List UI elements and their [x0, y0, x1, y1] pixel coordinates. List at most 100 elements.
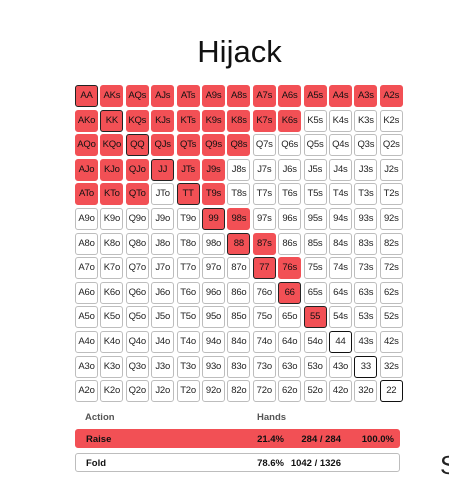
hand-cell[interactable]: 85s — [303, 232, 327, 255]
hand-cell[interactable]: KK — [100, 109, 124, 132]
hand-cell[interactable]: Q5o — [125, 306, 149, 329]
hand-cell[interactable]: Q8s — [227, 134, 251, 157]
hand-cell[interactable]: AJo — [75, 158, 98, 181]
hand-cell[interactable]: J9s — [202, 158, 225, 181]
hand-cell[interactable]: Q7o — [125, 257, 149, 280]
hand-cell[interactable]: 98s — [227, 208, 251, 230]
hand-cell[interactable]: JTs — [176, 158, 200, 181]
hand-cell[interactable]: 65o — [278, 306, 302, 329]
hand-cell[interactable]: QJs — [151, 134, 175, 157]
hand-cell[interactable]: 76s — [278, 257, 302, 280]
hand-cell[interactable]: 83o — [227, 355, 251, 378]
hand-cell[interactable]: JTo — [151, 183, 175, 206]
hand-cell[interactable]: T8o — [176, 232, 200, 255]
hand-cell[interactable]: 22 — [379, 380, 403, 403]
hand-cell[interactable]: J6o — [151, 281, 175, 304]
hand-cell[interactable]: T9s — [202, 183, 225, 206]
hand-cell[interactable]: KQo — [100, 134, 124, 157]
hand-cell[interactable]: J2s — [379, 158, 403, 181]
hand-cell[interactable]: 44 — [329, 331, 352, 353]
hand-cell[interactable]: T9o — [176, 208, 200, 230]
hand-cell[interactable]: Q3s — [354, 134, 378, 157]
hand-cell[interactable]: 32s — [379, 355, 403, 378]
hand-cell[interactable]: A4s — [329, 85, 352, 107]
hand-cell[interactable]: QQ — [125, 134, 149, 157]
hand-cell[interactable]: 86s — [278, 232, 302, 255]
hand-cell[interactable]: K6s — [278, 109, 302, 132]
hand-cell[interactable]: 98o — [202, 232, 225, 255]
hand-cell[interactable]: AQo — [75, 134, 98, 157]
hand-cell[interactable]: 74o — [252, 331, 276, 353]
hand-cell[interactable]: 64s — [329, 281, 352, 304]
hand-cell[interactable]: KJs — [151, 109, 175, 132]
hand-cell[interactable]: 64o — [278, 331, 302, 353]
hand-cell[interactable]: 62s — [379, 281, 403, 304]
hand-cell[interactable]: T7o — [176, 257, 200, 280]
hand-cell[interactable]: K5o — [100, 306, 124, 329]
hand-cell[interactable]: 95o — [202, 306, 225, 329]
hand-cell[interactable]: A3o — [75, 355, 98, 378]
hand-cell[interactable]: Q9o — [125, 208, 149, 230]
hand-cell[interactable]: AKs — [100, 85, 124, 107]
hand-cell[interactable]: 52o — [303, 380, 327, 403]
hand-cell[interactable]: J9o — [151, 208, 175, 230]
hand-cell[interactable]: 72o — [252, 380, 276, 403]
hand-cell[interactable]: 54s — [329, 306, 352, 329]
hand-cell[interactable]: ATo — [75, 183, 98, 206]
hand-cell[interactable]: T3s — [354, 183, 378, 206]
hand-cell[interactable]: 83s — [354, 232, 378, 255]
hand-cell[interactable]: 85o — [227, 306, 251, 329]
hand-cell[interactable]: J5o — [151, 306, 175, 329]
hand-cell[interactable]: AKo — [75, 109, 98, 132]
hand-cell[interactable]: ATs — [176, 85, 200, 107]
hand-cell[interactable]: T8s — [227, 183, 251, 206]
hand-cell[interactable]: QTs — [176, 134, 200, 157]
hand-cell[interactable]: K4s — [329, 109, 352, 132]
hand-cell[interactable]: 55 — [303, 306, 327, 329]
hand-cell[interactable]: A3s — [354, 85, 378, 107]
hand-cell[interactable]: 93o — [202, 355, 225, 378]
hand-cell[interactable]: A7s — [252, 85, 276, 107]
hand-cell[interactable]: 82s — [379, 232, 403, 255]
hand-cell[interactable]: 62o — [278, 380, 302, 403]
hand-cell[interactable]: KTs — [176, 109, 200, 132]
hand-cell[interactable]: A5s — [303, 85, 327, 107]
hand-cell[interactable]: 97s — [252, 208, 276, 230]
hand-cell[interactable]: K7s — [252, 109, 276, 132]
hand-cell[interactable]: Q7s — [252, 134, 276, 157]
hand-cell[interactable]: 92s — [379, 208, 403, 230]
hand-cell[interactable]: Q2s — [379, 134, 403, 157]
hand-cell[interactable]: J7s — [252, 158, 276, 181]
hand-cell[interactable]: T4s — [329, 183, 352, 206]
hand-cell[interactable]: K3s — [354, 109, 378, 132]
hand-cell[interactable]: 63o — [278, 355, 302, 378]
hand-cell[interactable]: KJo — [100, 158, 124, 181]
hand-cell[interactable]: Q5s — [303, 134, 327, 157]
hand-cell[interactable]: 77 — [252, 257, 276, 280]
hand-cell[interactable]: 42s — [379, 331, 403, 353]
hand-cell[interactable]: K2s — [379, 109, 403, 132]
hand-cell[interactable]: K8o — [100, 232, 124, 255]
hand-cell[interactable]: J4o — [151, 331, 175, 353]
hand-cell[interactable]: AJs — [151, 85, 175, 107]
hand-cell[interactable]: K6o — [100, 281, 124, 304]
hand-cell[interactable]: Q6s — [278, 134, 302, 157]
hand-cell[interactable]: T2s — [379, 183, 403, 206]
hand-cell[interactable]: J8s — [227, 158, 251, 181]
hand-cell[interactable]: AA — [75, 85, 98, 107]
hand-cell[interactable]: 87s — [252, 232, 276, 255]
hand-cell[interactable]: 82o — [227, 380, 251, 403]
hand-cell[interactable]: K2o — [100, 380, 124, 403]
hand-cell[interactable]: 73o — [252, 355, 276, 378]
hand-cell[interactable]: 96s — [278, 208, 302, 230]
hand-cell[interactable]: T4o — [176, 331, 200, 353]
hand-cell[interactable]: 52s — [379, 306, 403, 329]
hand-cell[interactable]: 43o — [329, 355, 352, 378]
hand-cell[interactable]: A9o — [75, 208, 98, 230]
hand-cell[interactable]: K9s — [202, 109, 225, 132]
hand-cell[interactable]: 72s — [379, 257, 403, 280]
hand-cell[interactable]: J8o — [151, 232, 175, 255]
hand-cell[interactable]: J6s — [278, 158, 302, 181]
hand-cell[interactable]: J4s — [329, 158, 352, 181]
hand-cell[interactable]: 84s — [329, 232, 352, 255]
